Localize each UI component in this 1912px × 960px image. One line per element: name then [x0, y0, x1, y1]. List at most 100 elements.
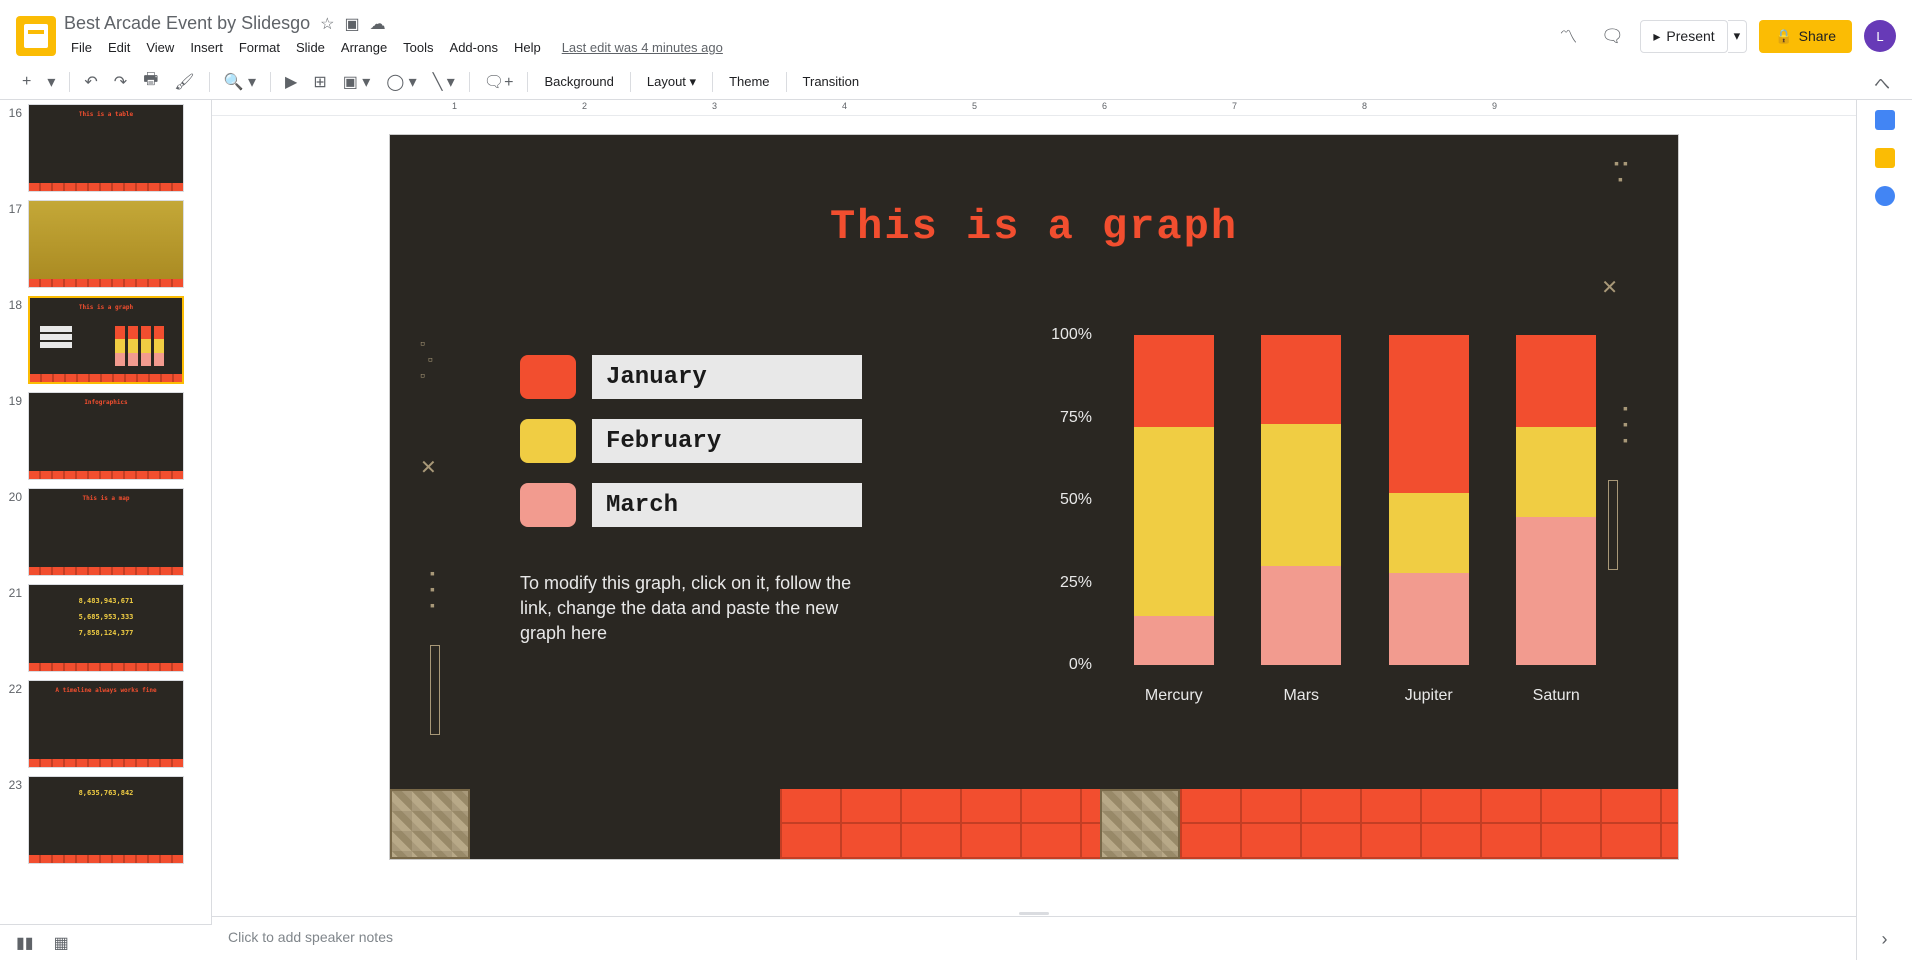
y-tick: 100% — [1051, 326, 1092, 344]
calendar-icon[interactable] — [1875, 110, 1895, 130]
ruler-mark: 3 — [712, 101, 717, 111]
expand-panel-icon[interactable]: › — [1882, 929, 1888, 950]
comment-button[interactable]: 🗨+ — [478, 68, 520, 96]
grid-view-icon[interactable]: ▦ — [54, 933, 69, 953]
ruler-mark: 4 — [842, 101, 847, 111]
slide-number: 20 — [4, 488, 28, 504]
bar-segment — [1134, 427, 1214, 615]
bar-column[interactable] — [1516, 335, 1596, 665]
keep-icon[interactable] — [1875, 148, 1895, 168]
menu-tools[interactable]: Tools — [396, 36, 440, 59]
legend[interactable]: January February March — [520, 355, 862, 547]
menu-file[interactable]: File — [64, 36, 99, 59]
pixel-decoration: ▫ ▫▫ — [420, 335, 433, 383]
slide-title[interactable]: This is a graph — [390, 203, 1678, 251]
legend-item[interactable]: February — [520, 419, 862, 463]
slide-number: 22 — [4, 680, 28, 696]
shape-tool[interactable]: ◯ ▾ — [380, 68, 422, 96]
menu-slide[interactable]: Slide — [289, 36, 332, 59]
print-button[interactable]: 🖶 — [137, 64, 164, 99]
slide-thumbnail[interactable]: This is a map — [28, 488, 184, 576]
slide-thumb-row[interactable]: 19Infographics — [4, 392, 211, 480]
select-tool[interactable]: ▶ — [279, 68, 303, 96]
theme-button[interactable]: Theme — [721, 70, 777, 93]
layout-button[interactable]: Layout ▾ — [639, 70, 704, 94]
slide-thumbnail[interactable]: This is a graph — [28, 296, 184, 384]
filmstrip-view-icon[interactable]: ▮▮ — [16, 933, 34, 953]
bar-column[interactable] — [1389, 335, 1469, 665]
bar-segment — [1516, 517, 1596, 666]
menu-add-ons[interactable]: Add-ons — [443, 36, 505, 59]
image-tool[interactable]: ▣ ▾ — [337, 68, 377, 96]
ruler-mark: 7 — [1232, 101, 1237, 111]
canvas-area: 123456789 This is a graph JanuaryFebruar… — [212, 100, 1856, 960]
textbox-tool[interactable]: ⊞ — [307, 68, 332, 96]
tasks-icon[interactable] — [1875, 186, 1895, 206]
ruler-mark: 9 — [1492, 101, 1497, 111]
y-tick: 50% — [1060, 491, 1092, 509]
speaker-notes[interactable]: Click to add speaker notes — [212, 916, 1856, 960]
ruler-mark: 2 — [582, 101, 587, 111]
paint-format-button[interactable]: 🖌 — [168, 68, 200, 96]
slide-thumb-row[interactable]: 218,483,943,6715,685,953,3337,858,124,37… — [4, 584, 211, 672]
new-slide-dropdown[interactable]: ▾ — [41, 68, 61, 96]
bar-segment — [1516, 427, 1596, 516]
slide-thumb-row[interactable]: 22A timeline always works fine — [4, 680, 211, 768]
slide-helptext[interactable]: To modify this graph, click on it, follo… — [520, 571, 860, 647]
redo-button[interactable]: ↷ — [108, 68, 133, 96]
cloud-icon[interactable]: ☁ — [370, 14, 386, 34]
new-slide-button[interactable]: + — [16, 69, 37, 95]
slide-thumbnail[interactable]: 8,483,943,6715,685,953,3337,858,124,377 — [28, 584, 184, 672]
slide-thumb-row[interactable]: 18This is a graph — [4, 296, 211, 384]
collapse-toolbar-icon[interactable]: へ — [1868, 66, 1896, 98]
x-label: Mars — [1261, 687, 1341, 705]
ruler-mark: 8 — [1362, 101, 1367, 111]
toolbar: + ▾ ↶ ↷ 🖶 🖌 🔍 ▾ ▶ ⊞ ▣ ▾ ◯ ▾ ╲ ▾ 🗨+ Backg… — [0, 64, 1912, 100]
app-header: Best Arcade Event by Slidesgo ☆ ▣ ☁ File… — [0, 0, 1912, 64]
menu-arrange[interactable]: Arrange — [334, 36, 394, 59]
legend-swatch — [520, 355, 576, 399]
slide-thumbnail[interactable] — [28, 200, 184, 288]
slide-canvas[interactable]: This is a graph January February March To … — [389, 134, 1679, 860]
slide-thumbnail[interactable]: Infographics — [28, 392, 184, 480]
transition-button[interactable]: Transition — [795, 70, 868, 93]
slide-thumb-row[interactable]: 238,635,763,842 — [4, 776, 211, 864]
slide-thumb-row[interactable]: 20This is a map — [4, 488, 211, 576]
slide-thumbnail[interactable]: This is a table — [28, 104, 184, 192]
bar-column[interactable] — [1261, 335, 1341, 665]
legend-item[interactable]: March — [520, 483, 862, 527]
share-button[interactable]: 🔒Share — [1759, 20, 1852, 53]
zoom-button[interactable]: 🔍 ▾ — [218, 68, 262, 96]
document-title[interactable]: Best Arcade Event by Slidesgo — [64, 13, 310, 34]
star-icon[interactable]: ☆ — [320, 14, 334, 34]
slide-thumbnail[interactable]: A timeline always works fine — [28, 680, 184, 768]
chart[interactable]: 100%75%50%25%0% MercuryMarsJupiterSaturn — [1040, 335, 1620, 705]
slide-number: 17 — [4, 200, 28, 216]
line-tool[interactable]: ╲ ▾ — [427, 68, 461, 96]
present-dropdown[interactable]: ▾ — [1728, 20, 1748, 53]
slide-thumb-row[interactable]: 17 — [4, 200, 211, 288]
bar-segment — [1389, 573, 1469, 665]
undo-button[interactable]: ↶ — [78, 68, 103, 96]
filmstrip[interactable]: 16This is a table 17 18This is a graph19In… — [0, 100, 212, 960]
menu-help[interactable]: Help — [507, 36, 548, 59]
move-icon[interactable]: ▣ — [345, 14, 360, 34]
menu-view[interactable]: View — [139, 36, 181, 59]
slide-thumb-row[interactable]: 16This is a table — [4, 104, 211, 192]
comments-icon[interactable]: 🗨 — [1596, 20, 1628, 52]
slide-thumbnail[interactable]: 8,635,763,842 — [28, 776, 184, 864]
slides-logo[interactable] — [16, 16, 56, 56]
menu-edit[interactable]: Edit — [101, 36, 137, 59]
legend-item[interactable]: January — [520, 355, 862, 399]
trend-icon[interactable]: 〽 — [1552, 20, 1584, 52]
menu-format[interactable]: Format — [232, 36, 287, 59]
background-button[interactable]: Background — [536, 70, 621, 93]
menu-insert[interactable]: Insert — [183, 36, 230, 59]
legend-swatch — [520, 419, 576, 463]
avatar[interactable]: L — [1864, 20, 1896, 52]
bar-segment — [1389, 493, 1469, 572]
last-edit-link[interactable]: Last edit was 4 minutes ago — [562, 40, 723, 55]
bar-column[interactable] — [1134, 335, 1214, 665]
present-button[interactable]: ▸Present — [1640, 20, 1727, 53]
lock-icon: 🔒 — [1775, 28, 1792, 45]
